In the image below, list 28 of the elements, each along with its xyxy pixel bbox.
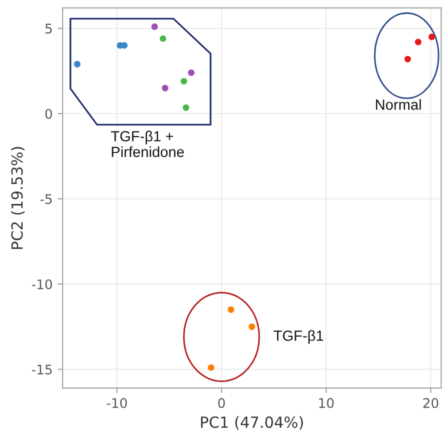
- x-axis-title: PC1 (47.04%): [201, 416, 303, 430]
- x-tick-label: -10: [106, 398, 127, 408]
- y-tick-label: -10: [32, 279, 52, 290]
- point: [182, 104, 190, 111]
- point: [404, 56, 411, 62]
- point: [121, 42, 128, 49]
- point: [228, 306, 234, 313]
- y-tick-label: -15: [32, 364, 52, 375]
- point: [74, 60, 80, 68]
- y-tick-label: 0: [45, 108, 52, 119]
- point: [160, 35, 166, 42]
- point: [188, 69, 194, 76]
- point: [414, 38, 422, 46]
- x-tick-label: 10: [319, 398, 334, 408]
- annotation: Normal: [376, 99, 421, 110]
- y-tick-label: -5: [40, 194, 52, 204]
- point: [428, 34, 436, 40]
- point: [248, 323, 256, 330]
- y-axis-title: PC2 (19.53%): [10, 147, 25, 249]
- point: [180, 78, 188, 84]
- annotation: TGF-β1 + Pirfenidone: [111, 130, 184, 158]
- point: [208, 364, 214, 371]
- point: [162, 84, 168, 92]
- y-tick-label: 5: [45, 24, 52, 34]
- x-tick-label: 0: [218, 398, 225, 408]
- point: [151, 23, 158, 30]
- x-tick-label: 20: [423, 398, 438, 408]
- annotation: TGF-β1: [274, 330, 324, 344]
